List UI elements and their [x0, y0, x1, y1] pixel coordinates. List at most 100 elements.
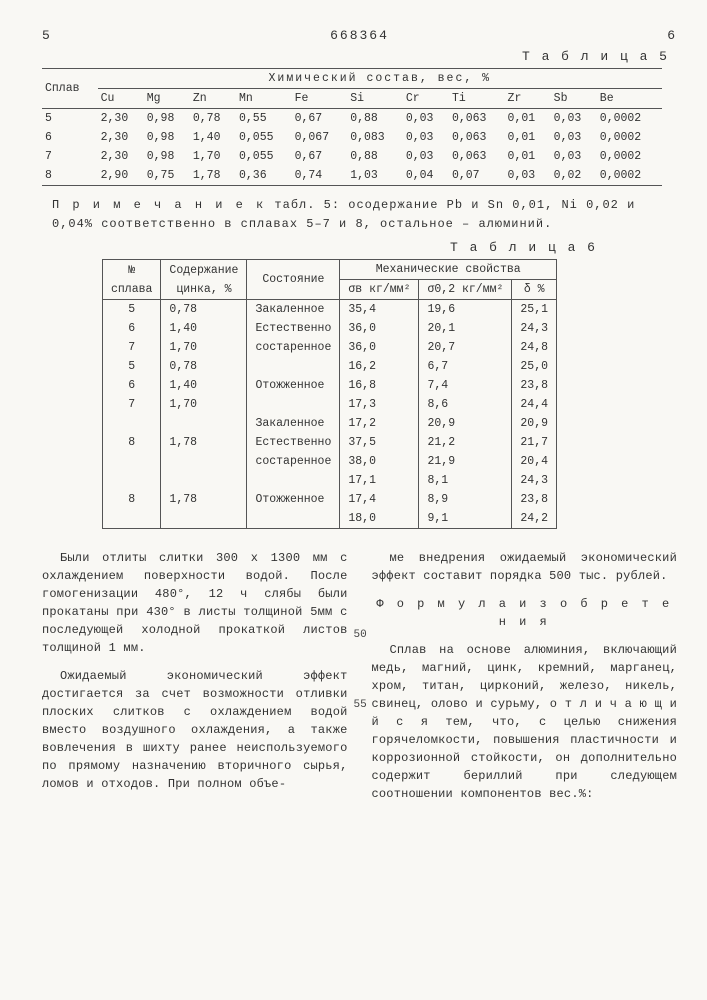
- t6-h-zn1: Содержание: [161, 260, 247, 280]
- t5-cell: 1,70: [190, 147, 236, 166]
- t5-cell: 1,40: [190, 128, 236, 147]
- t6-cell: 20,9: [512, 414, 557, 433]
- t6-cell: 1,78: [161, 490, 247, 509]
- t5-col: Zn: [190, 89, 236, 109]
- t6-cell: [161, 471, 247, 490]
- t6-cell: 21,9: [419, 452, 512, 471]
- t6-cell: 20,9: [419, 414, 512, 433]
- table-row: 62,300,981,400,0550,0670,0830,030,0630,0…: [42, 128, 662, 147]
- t6-h-c3: δ %: [512, 280, 557, 300]
- table6: № Содержание Состояние Механические свой…: [102, 259, 557, 529]
- t6-cell: состаренное: [247, 338, 340, 357]
- body-para: Сплав на основе алюминия, включающий мед…: [372, 641, 678, 803]
- t6-cell: 20,4: [512, 452, 557, 471]
- t5-cell: 1,78: [190, 166, 236, 186]
- t5-cell: 0,063: [449, 128, 505, 147]
- t5-corner: Сплав: [42, 69, 98, 109]
- table-row: 81,78Отожженное17,48,923,8: [103, 490, 557, 509]
- t5-cell: 0,98: [144, 128, 190, 147]
- t5-cell: 0,0002: [597, 128, 662, 147]
- t6-cell: 24,3: [512, 319, 557, 338]
- formula-heading: Ф о р м у л а и з о б р е т е н и я: [372, 595, 678, 631]
- t5-cell: 0,0002: [597, 109, 662, 129]
- table-row: 71,70состаренное36,020,724,8: [103, 338, 557, 357]
- t6-cell: 21,7: [512, 433, 557, 452]
- t6-cell: 5: [103, 357, 161, 376]
- t6-cell: 7,4: [419, 376, 512, 395]
- t5-cell: 0,88: [347, 109, 403, 129]
- t5-cell: 0,36: [236, 166, 292, 186]
- t6-cell: 20,7: [419, 338, 512, 357]
- t5-cell: 0,03: [403, 128, 449, 147]
- t5-alloy-num: 5: [42, 109, 98, 129]
- t5-cell: 0,055: [236, 128, 292, 147]
- table5-label: Т а б л и ц а 5: [42, 49, 669, 64]
- t6-cell: [103, 509, 161, 529]
- table5-note: П р и м е ч а н и е к табл. 5: осодержан…: [52, 196, 677, 234]
- t5-cell: 2,30: [98, 128, 144, 147]
- t6-cell: [161, 414, 247, 433]
- t6-h-num1: №: [103, 260, 161, 280]
- t6-h-zn2: цинка, %: [161, 280, 247, 300]
- t6-h-c1: σв кг/мм²: [340, 280, 419, 300]
- t6-cell: 5: [103, 300, 161, 320]
- table-row: 17,18,124,3: [103, 471, 557, 490]
- t5-col-row: Cu Mg Zn Mn Fe Si Cr Ti Zr Sb Be: [42, 89, 662, 109]
- body-para: Ожидаемый экономический эффект достигает…: [42, 667, 348, 793]
- table-row: 72,300,981,700,0550,670,880,030,0630,010…: [42, 147, 662, 166]
- t5-cell: 0,067: [292, 128, 348, 147]
- t6-cell: 21,2: [419, 433, 512, 452]
- t5-body: 52,300,980,780,550,670,880,030,0630,010,…: [42, 109, 662, 186]
- t6-cell: 37,5: [340, 433, 419, 452]
- t6-cell: 35,4: [340, 300, 419, 320]
- t6-cell: 6,7: [419, 357, 512, 376]
- t6-cell: [247, 357, 340, 376]
- t6-cell: [247, 395, 340, 414]
- t5-col: Be: [597, 89, 662, 109]
- t6-cell: 9,1: [419, 509, 512, 529]
- t6-cell: 20,1: [419, 319, 512, 338]
- t5-col: Sb: [551, 89, 597, 109]
- t6-cell: [247, 509, 340, 529]
- body-columns: Были отлиты слитки 300 х 1300 мм с охлаж…: [42, 549, 677, 813]
- t6-cell: 16,8: [340, 376, 419, 395]
- t5-cell: 0,75: [144, 166, 190, 186]
- t6-cell: 24,4: [512, 395, 557, 414]
- t6-cell: [161, 452, 247, 471]
- line-number: 50: [354, 629, 367, 641]
- t5-cell: 0,01: [505, 147, 551, 166]
- t5-cell: 0,55: [236, 109, 292, 129]
- t6-cell: 6: [103, 319, 161, 338]
- t6-body: 50,78Закаленное35,419,625,161,40Естестве…: [103, 300, 557, 529]
- t6-cell: 23,8: [512, 490, 557, 509]
- t6-cell: 8: [103, 433, 161, 452]
- t5-cell: 1,03: [347, 166, 403, 186]
- table-row: 82,900,751,780,360,741,030,040,070,030,0…: [42, 166, 662, 186]
- t5-cell: 0,03: [551, 128, 597, 147]
- table-row: Закаленное17,220,920,9: [103, 414, 557, 433]
- left-column: Были отлиты слитки 300 х 1300 мм с охлаж…: [42, 549, 348, 813]
- t6-cell: 24,3: [512, 471, 557, 490]
- t6-cell: 8,9: [419, 490, 512, 509]
- t6-cell: [247, 471, 340, 490]
- t6-cell: Закаленное: [247, 414, 340, 433]
- table-row: 81,78Естественно37,521,221,7: [103, 433, 557, 452]
- t6-cell: состаренное: [247, 452, 340, 471]
- t5-cell: 0,04: [403, 166, 449, 186]
- t5-col: Zr: [505, 89, 551, 109]
- t6-cell: 1,70: [161, 338, 247, 357]
- t5-cell: 0,01: [505, 128, 551, 147]
- t5-cell: 0,74: [292, 166, 348, 186]
- t6-cell: Отожженное: [247, 376, 340, 395]
- t5-cell: 0,98: [144, 109, 190, 129]
- t6-cell: 17,1: [340, 471, 419, 490]
- t6-cell: 24,2: [512, 509, 557, 529]
- t6-cell: 1,40: [161, 319, 247, 338]
- t6-cell: 7: [103, 338, 161, 357]
- table-row: 50,78Закаленное35,419,625,1: [103, 300, 557, 320]
- note-label: П р и м е ч а н и е к: [52, 198, 266, 212]
- table5: Сплав Химический состав, вес, % Cu Mg Zn…: [42, 68, 662, 186]
- t5-alloy-num: 6: [42, 128, 98, 147]
- t6-cell: 1,78: [161, 433, 247, 452]
- t5-cell: 0,03: [505, 166, 551, 186]
